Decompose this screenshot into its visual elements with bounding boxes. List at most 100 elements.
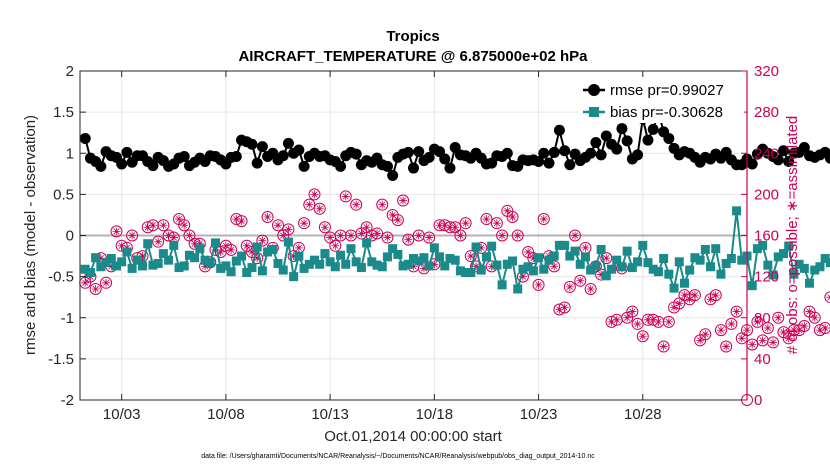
legend-bias-label: bias pr=-0.30628 <box>610 104 723 121</box>
rmse-point <box>533 155 545 167</box>
rmse-point <box>350 148 362 160</box>
obs-point <box>110 225 123 238</box>
obs-point <box>761 322 774 335</box>
obs-point-circle <box>454 229 467 242</box>
obs-point-asterisk <box>612 315 621 324</box>
obs-point <box>574 274 587 287</box>
rmse-point <box>621 135 633 147</box>
bias-point <box>706 262 716 272</box>
obs-point <box>225 243 238 256</box>
obs-point-circle <box>772 311 785 324</box>
bias-point <box>664 269 674 279</box>
obs-point-asterisk <box>680 291 689 300</box>
bias-point <box>200 255 210 265</box>
y2-tick-label-7: 280 <box>754 104 779 121</box>
obs-point-asterisk <box>352 200 361 209</box>
obs-point <box>626 305 639 318</box>
bias-point <box>534 253 544 263</box>
obs-point-asterisk <box>175 215 184 224</box>
obs-point <box>251 252 264 265</box>
obs-point <box>459 217 472 230</box>
bias-point <box>388 244 398 254</box>
obs-point-circle <box>636 330 649 343</box>
obs-point-asterisk <box>654 317 663 326</box>
rmse-point <box>293 144 305 156</box>
chart-title: Tropics <box>386 28 439 45</box>
obs-point-asterisk <box>758 336 767 345</box>
bias-point <box>273 258 283 268</box>
bias-point <box>424 261 434 271</box>
obs-point-circle <box>391 214 404 227</box>
obs-point-asterisk <box>404 235 413 244</box>
y2-tick-label-5: 200 <box>754 186 779 203</box>
obs-point <box>746 338 759 351</box>
bias-point <box>106 254 116 264</box>
obs-point-asterisk <box>138 252 147 261</box>
obs-point-asterisk <box>690 291 699 300</box>
bias-point <box>565 251 575 261</box>
bias-point <box>612 255 622 265</box>
legend-box <box>578 77 744 123</box>
obs-point-circle <box>371 227 384 240</box>
obs-point-asterisk <box>221 241 230 250</box>
obs-point <box>824 291 830 304</box>
obs-point-asterisk <box>826 293 830 302</box>
y2-tick-label-8: 320 <box>754 63 779 80</box>
bias-point <box>810 265 820 275</box>
bias-point <box>805 278 815 288</box>
rmse-point <box>746 158 758 170</box>
obs-point <box>334 229 347 242</box>
x-tick-label-2: 10/13 <box>311 406 349 423</box>
obs-point <box>772 311 785 324</box>
bias-point <box>179 261 189 271</box>
bias-point <box>544 255 554 265</box>
obs-point-asterisk <box>477 243 486 252</box>
bias-point <box>237 251 247 261</box>
bias-point <box>252 242 262 252</box>
bias-point <box>435 252 445 262</box>
rmse-point <box>647 123 659 135</box>
obs-point <box>652 315 665 328</box>
obs-point-asterisk <box>310 190 319 199</box>
obs-point-circle <box>157 219 170 232</box>
obs-point-circle <box>767 336 780 349</box>
rmse-point <box>777 145 789 157</box>
obs-point-circle <box>256 234 269 247</box>
obs-point-asterisk <box>628 307 637 316</box>
x-tick-label-3: 10/18 <box>416 406 454 423</box>
bias-point <box>461 268 471 278</box>
obs-point-asterisk <box>581 243 590 252</box>
bias-point <box>362 238 372 248</box>
obs-point-asterisk <box>216 247 225 256</box>
bias-point <box>773 252 783 262</box>
obs-point-asterisk <box>247 247 256 256</box>
obs-point <box>329 239 342 252</box>
obs-point <box>569 229 582 242</box>
bias-point <box>398 261 408 271</box>
bias-point <box>299 263 309 273</box>
obs-point-asterisk <box>732 307 741 316</box>
bias-point <box>695 255 705 265</box>
rmse-point <box>256 141 268 153</box>
bias-point <box>513 284 523 294</box>
obs-point-circle <box>308 188 321 201</box>
bias-point <box>143 239 153 249</box>
rmse-point <box>439 153 451 165</box>
bias-point <box>440 261 450 271</box>
x-tick-label-4: 10/23 <box>520 406 558 423</box>
obs-point <box>183 229 196 242</box>
bias-point <box>487 241 497 251</box>
obs-point-asterisk <box>716 326 725 335</box>
bias-point <box>502 259 512 269</box>
obs-point-circle <box>235 215 248 228</box>
obs-point-asterisk <box>534 280 543 289</box>
y-tick-label-6: 1 <box>66 145 74 162</box>
obs-point <box>548 260 561 273</box>
bias-point <box>575 259 585 269</box>
bias-point <box>153 258 163 268</box>
obs-point-asterisk <box>409 262 418 271</box>
obs-point-asterisk <box>159 221 168 230</box>
y-tick-label-5: 0.5 <box>53 186 74 203</box>
obs-point-circle <box>537 213 550 226</box>
bias-point <box>226 267 236 277</box>
